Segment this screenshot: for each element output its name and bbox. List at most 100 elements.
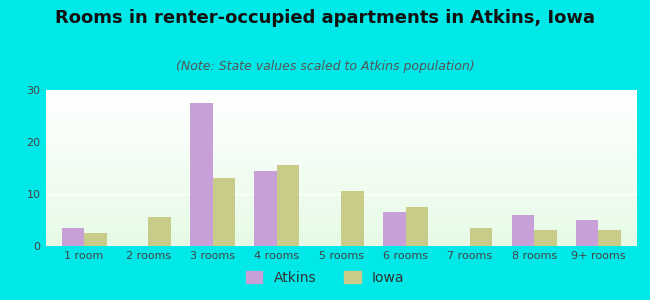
Bar: [576, 220, 599, 246]
Bar: [46, 233, 637, 234]
Bar: [46, 227, 637, 228]
Bar: [46, 130, 637, 131]
Bar: [46, 131, 637, 132]
Bar: [46, 167, 637, 168]
Bar: [148, 218, 171, 246]
Bar: [599, 230, 621, 246]
Bar: [84, 233, 107, 246]
Bar: [46, 176, 637, 177]
Bar: [46, 93, 637, 94]
Bar: [46, 190, 637, 191]
Bar: [46, 244, 637, 245]
Bar: [46, 196, 637, 197]
Bar: [46, 204, 637, 205]
Bar: [46, 152, 637, 153]
Bar: [46, 147, 637, 148]
Bar: [534, 230, 556, 246]
Bar: [254, 171, 277, 246]
Legend: Atkins, Iowa: Atkins, Iowa: [240, 265, 410, 290]
Bar: [46, 138, 637, 139]
Bar: [46, 145, 637, 146]
Bar: [46, 98, 637, 99]
Bar: [46, 157, 637, 158]
Bar: [46, 154, 637, 155]
Bar: [46, 166, 637, 167]
Bar: [46, 109, 637, 110]
Bar: [46, 139, 637, 140]
Bar: [46, 92, 637, 93]
Bar: [46, 238, 637, 239]
Bar: [46, 168, 637, 169]
Bar: [46, 108, 637, 109]
Bar: [46, 100, 637, 101]
Bar: [46, 185, 637, 186]
Bar: [46, 151, 637, 152]
Bar: [46, 202, 637, 203]
Bar: [46, 210, 637, 211]
Bar: [46, 181, 637, 182]
Bar: [46, 172, 637, 173]
Bar: [46, 216, 637, 217]
Bar: [46, 142, 637, 143]
Bar: [46, 241, 637, 242]
Bar: [46, 226, 637, 227]
Bar: [46, 159, 637, 160]
Bar: [46, 124, 637, 125]
Bar: [46, 132, 637, 133]
Bar: [46, 146, 637, 147]
Bar: [46, 199, 637, 200]
Bar: [46, 189, 637, 190]
Bar: [46, 161, 637, 162]
Bar: [46, 120, 637, 121]
Bar: [46, 209, 637, 210]
Bar: [46, 125, 637, 126]
Bar: [46, 228, 637, 229]
Bar: [46, 175, 637, 176]
Bar: [46, 232, 637, 233]
Bar: [46, 237, 637, 238]
Bar: [46, 136, 637, 137]
Bar: [46, 94, 637, 95]
Bar: [46, 127, 637, 128]
Bar: [62, 228, 84, 246]
Bar: [46, 173, 637, 174]
Bar: [46, 200, 637, 201]
Bar: [46, 222, 637, 223]
Bar: [46, 97, 637, 98]
Bar: [46, 186, 637, 187]
Bar: [46, 128, 637, 129]
Bar: [46, 239, 637, 240]
Bar: [46, 150, 637, 151]
Bar: [341, 191, 364, 246]
Bar: [46, 155, 637, 156]
Bar: [46, 224, 637, 225]
Bar: [46, 123, 637, 124]
Bar: [46, 115, 637, 116]
Bar: [46, 112, 637, 113]
Bar: [46, 158, 637, 159]
Bar: [46, 101, 637, 102]
Bar: [46, 218, 637, 219]
Bar: [46, 191, 637, 192]
Bar: [46, 208, 637, 209]
Bar: [46, 96, 637, 97]
Bar: [46, 235, 637, 236]
Bar: [46, 133, 637, 134]
Bar: [46, 243, 637, 244]
Bar: [46, 140, 637, 141]
Bar: [46, 137, 637, 138]
Bar: [46, 149, 637, 150]
Bar: [46, 169, 637, 170]
Bar: [46, 195, 637, 196]
Bar: [406, 207, 428, 246]
Bar: [46, 90, 637, 91]
Bar: [46, 187, 637, 188]
Bar: [46, 205, 637, 206]
Bar: [46, 207, 637, 208]
Bar: [46, 117, 637, 118]
Bar: [46, 106, 637, 107]
Bar: [46, 95, 637, 96]
Bar: [46, 219, 637, 220]
Bar: [46, 141, 637, 142]
Bar: [46, 231, 637, 232]
